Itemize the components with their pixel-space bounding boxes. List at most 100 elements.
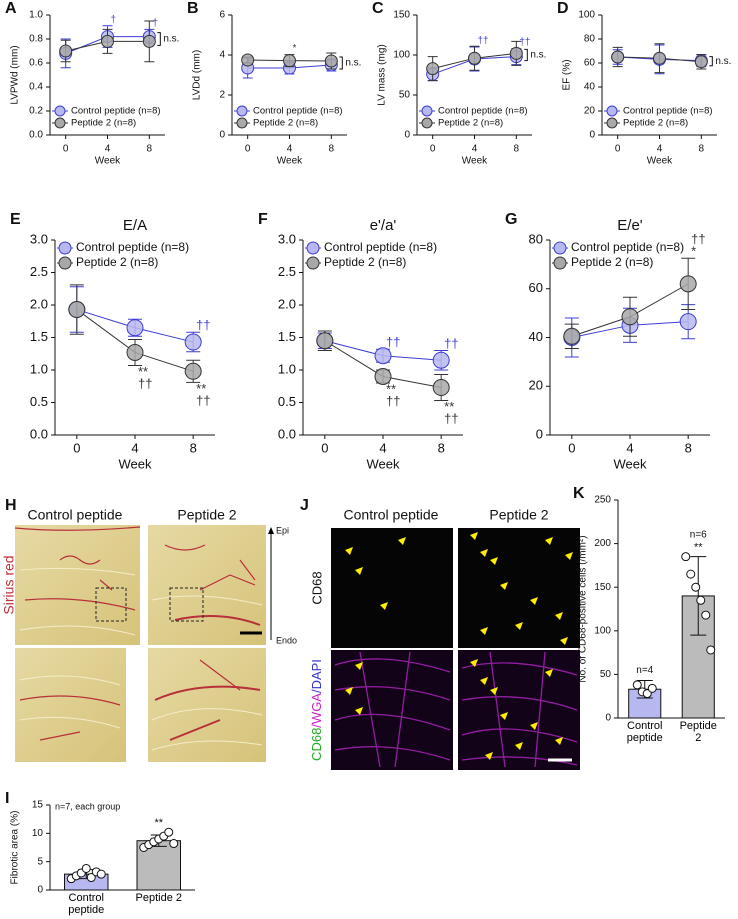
n-label: n=4 xyxy=(636,665,653,676)
arrowhead xyxy=(490,557,498,565)
data-point xyxy=(59,44,73,58)
legend-label: Peptide 2 (n=8) xyxy=(253,118,318,129)
column-label: Peptide 2 xyxy=(177,507,236,523)
arrowhead xyxy=(500,712,508,720)
y-tick-label: 1.0 xyxy=(29,10,43,21)
y-tick-label: 1.0 xyxy=(278,361,296,376)
data-point xyxy=(324,54,338,68)
x-tick-label-box: Peptide 2 xyxy=(135,892,182,904)
data-point xyxy=(681,552,691,562)
y-axis-label: No. of CD68-positive cells (/mm²) xyxy=(578,535,589,682)
micrograph xyxy=(458,528,580,648)
wga-stain xyxy=(334,651,578,768)
data-point xyxy=(184,333,202,351)
data-point xyxy=(164,827,174,837)
data-point xyxy=(694,55,708,69)
micrograph xyxy=(148,525,266,645)
data-point xyxy=(696,595,706,605)
legend-marker xyxy=(606,117,618,129)
legend-marker xyxy=(421,105,433,117)
data-point xyxy=(101,34,114,48)
micrograph xyxy=(15,648,126,762)
significance-label: ** xyxy=(154,817,163,829)
channel-label: /WGA xyxy=(309,693,324,728)
data-point xyxy=(509,46,523,60)
y-tick-label: 0 xyxy=(404,130,410,141)
y-tick-label: 4 xyxy=(219,50,225,61)
x-tick-label: 0 xyxy=(615,144,621,155)
arrow-head xyxy=(268,527,274,534)
y-tick-label: 5 xyxy=(37,856,43,867)
bracket xyxy=(709,56,713,67)
micrograph xyxy=(15,525,140,645)
legend-label: Control peptide (n=8) xyxy=(76,240,189,254)
x-tick-label: 0 xyxy=(63,144,69,155)
y-tick-label: 60 xyxy=(529,280,543,295)
data-point xyxy=(126,343,144,361)
significance-label: * xyxy=(691,244,696,259)
y-tick-label: 10 xyxy=(32,828,44,839)
y-tick-label: 0 xyxy=(37,885,43,896)
arrowhead xyxy=(355,707,363,715)
arrowhead xyxy=(500,582,508,590)
data-point xyxy=(647,683,657,693)
arrowhead xyxy=(545,669,553,677)
error-bar xyxy=(690,556,707,636)
arrowhead xyxy=(515,742,523,750)
data-point xyxy=(283,54,296,68)
legend-label: Peptide 2 (n=8) xyxy=(71,118,136,129)
data-point xyxy=(653,51,666,65)
legend-marker xyxy=(606,105,618,117)
significance-label: ** xyxy=(444,399,454,414)
y-tick-label: 20 xyxy=(529,378,543,393)
arrowhead xyxy=(355,662,363,670)
micrograph xyxy=(331,650,453,770)
x-tick-label: 4 xyxy=(626,440,633,455)
x-tick-label: 8 xyxy=(438,440,445,455)
chart-title: e'/a' xyxy=(370,217,397,234)
significance-label: * xyxy=(293,43,297,54)
chart-title: E/A xyxy=(123,217,147,234)
data-point xyxy=(374,368,392,385)
significance-label: †† xyxy=(519,37,530,48)
significance-label: †† xyxy=(386,335,400,350)
arrowhead xyxy=(530,597,538,605)
y-tick-label: 40 xyxy=(584,82,596,93)
x-tick-label: Peptide 2 xyxy=(135,892,182,904)
x-tick-label: 8 xyxy=(514,144,520,155)
y-axis-label: LV mass (mg) xyxy=(377,44,388,106)
x-tick-label: 0 xyxy=(430,144,436,155)
row-label: CD68 xyxy=(309,571,324,604)
x-axis-label: Week xyxy=(119,456,152,471)
y-tick-label: 0.4 xyxy=(29,82,43,93)
data-point xyxy=(169,839,179,849)
y-tick-label: 2 xyxy=(219,90,225,101)
tissue-texture xyxy=(19,567,263,751)
n-label: n=6 xyxy=(690,529,707,540)
y-tick-label: 20 xyxy=(584,106,596,117)
panel-j: J Control peptide Peptide 2 CD68 CD68/WG… xyxy=(300,497,580,770)
significance-label: † xyxy=(111,14,117,25)
column-label: Control peptide xyxy=(28,507,123,523)
arrowhead xyxy=(480,627,488,635)
significance-label: †† xyxy=(444,411,458,426)
x-tick-label: 8 xyxy=(329,144,335,155)
y-tick-label: 60 xyxy=(584,58,596,69)
legend-label: Control peptide (n=8) xyxy=(253,106,343,117)
y-tick-label: 80 xyxy=(529,231,543,246)
arrowhead xyxy=(565,552,573,560)
x-axis-label: Week xyxy=(367,456,400,471)
channel-label: CD68 xyxy=(309,728,324,761)
column-label: Control peptide xyxy=(344,507,439,523)
data-point xyxy=(691,582,701,592)
arrowhead xyxy=(345,687,353,695)
arrowhead xyxy=(530,722,538,730)
y-tick-label: 50 xyxy=(600,669,612,680)
panel-letter: G xyxy=(505,211,517,228)
bracket-label: n.s. xyxy=(530,50,546,61)
x-tick-label-box: Peptide 2 xyxy=(680,720,717,744)
x-axis-label: Week xyxy=(95,156,121,167)
panel-letter: I xyxy=(5,790,9,807)
y-tick-label: 0.0 xyxy=(278,426,296,441)
